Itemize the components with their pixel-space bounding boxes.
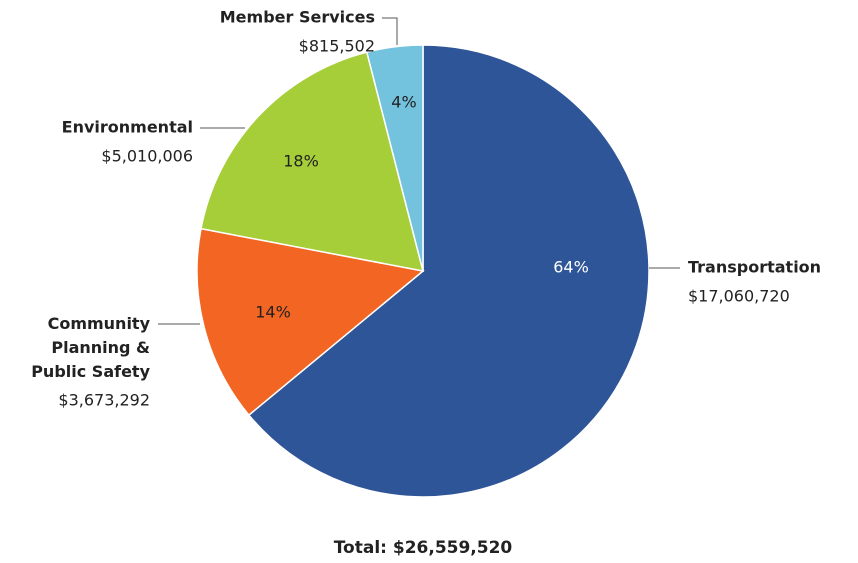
percent-label: 18% — [283, 152, 319, 171]
total-label: Total: $26,559,520 — [334, 538, 513, 558]
category-label: Environmental — [62, 118, 193, 137]
percent-label: 14% — [255, 303, 291, 322]
amount-label: $17,060,720 — [688, 287, 790, 306]
category-label: Member Services — [220, 8, 375, 27]
pie-slice — [247, 44, 650, 498]
category-label: Transportation — [688, 258, 821, 277]
percent-label: 64% — [553, 258, 589, 277]
pie-slice — [365, 44, 424, 272]
amount-label: $3,673,292 — [58, 391, 150, 410]
leader-line — [382, 17, 398, 45]
amount-label: $815,502 — [299, 37, 375, 56]
category-label: Community Planning & Public Safety — [26, 314, 151, 381]
pie-slice — [196, 227, 425, 417]
percent-label: 4% — [391, 93, 416, 112]
pie-slice — [200, 51, 425, 272]
amount-label: $5,010,006 — [101, 147, 193, 166]
